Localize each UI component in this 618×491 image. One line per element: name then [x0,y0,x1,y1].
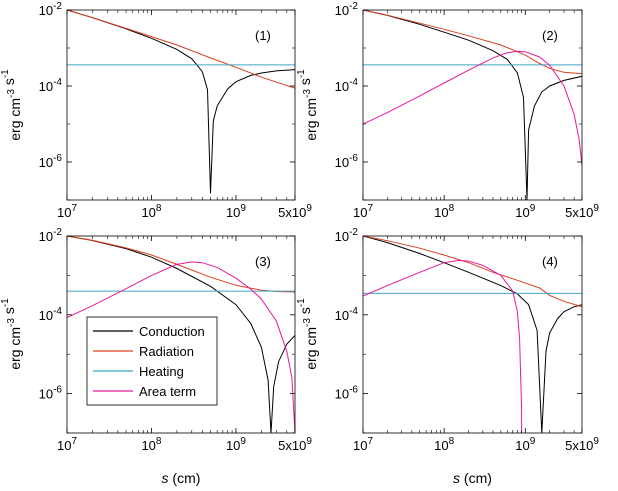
panel-3: 107 108 109 5x109 10-2 10-4 10-6 (3) erg cm-3 s-… [0,227,312,486]
panel-label: (3) [255,254,271,269]
y-axis-label: erg cm-3 s-1 [296,69,319,141]
x-tick-label: 5x109 [565,203,599,220]
legend-label-area-term: Area term [139,384,196,399]
x-tick-label: 108 [141,436,161,453]
x-tick-label: 109 [515,203,535,220]
panel-1: 107 108 109 5x109 10-2 10-4 10-6 (1) erg cm-3 s-… [0,1,312,220]
x-tick-label: 5x109 [278,436,312,453]
panel-4: 107 108 109 5x109 10-2 10-4 10-6 (4) erg cm-3 s-… [296,227,599,486]
y-tick-label: 10-4 [39,306,63,323]
series-conduction-line [363,236,582,433]
legend-label-radiation: Radiation [139,344,194,359]
y-tick-label: 10-4 [39,77,63,94]
x-tick-label: 5x109 [565,436,599,453]
y-tick-label: 10-6 [335,153,359,170]
x-tick-label: 109 [515,436,535,453]
series-area-term-line [363,259,523,433]
x-tick-label: 108 [434,436,454,453]
y-tick-label: 10-2 [335,1,359,18]
y-tick-label: 10-6 [335,385,359,402]
y-tick-label: 10-4 [335,77,359,94]
legend-label-heating: Heating [139,364,184,379]
x-axis-label: s (cm) [162,470,201,486]
y-axis-label: erg cm-3 s-1 [296,298,319,370]
y-tick-label: 10-6 [39,153,63,170]
x-tick-label: 5x109 [278,203,312,220]
plot-area-frame [66,9,296,201]
legend: Conduction Radiation Heating Area term [86,316,218,406]
y-tick-label: 10-6 [39,385,63,402]
x-axis-label: s (cm) [453,470,492,486]
x-tick-label: 107 [57,203,77,220]
x-tick-label: 109 [226,436,246,453]
panel-2: 107 108 109 5x109 10-2 10-4 10-6 (2) erg cm-3 s-… [296,1,599,220]
x-tick-label: 107 [353,203,373,220]
series-conduction-line [67,236,295,433]
y-axis-label: erg cm-3 s-1 [0,298,23,370]
plot-area-frame [66,235,296,434]
y-axis-label: erg cm-3 s-1 [0,69,23,141]
y-tick-label: 10-2 [335,227,359,244]
series-radiation-line [67,10,295,89]
x-tick-label: 108 [141,203,161,220]
x-tick-label: 108 [434,203,454,220]
series-area-term-line [67,261,295,433]
legend-box [86,316,218,406]
x-tick-label: 107 [353,436,373,453]
y-tick-label: 10-2 [39,1,63,18]
panel-label: (4) [542,254,558,269]
series-conduction-line [363,10,582,200]
panel-label: (1) [255,28,271,43]
y-tick-label: 10-4 [335,306,359,323]
plot-area-frame [362,235,583,434]
x-tick-label: 109 [226,203,246,220]
series-area-term-line [363,50,582,166]
panel-label: (2) [542,28,558,43]
plot-area-frame [362,9,583,201]
legend-label-conduction: Conduction [139,324,205,339]
series-radiation-line [363,236,582,308]
y-tick-label: 10-2 [39,227,63,244]
series-radiation-line [363,10,582,75]
x-tick-label: 107 [57,436,77,453]
